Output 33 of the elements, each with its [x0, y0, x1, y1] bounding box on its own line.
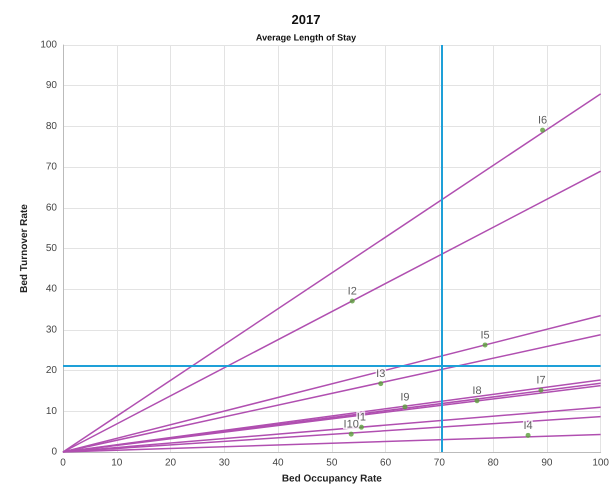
x-tick-label: 90	[541, 458, 553, 468]
y-tick-label: 20	[46, 365, 58, 376]
y-tick-label: 70	[46, 162, 58, 173]
annotation: I5	[480, 329, 490, 342]
x-tick-label: 80	[488, 458, 500, 468]
annotation: I4	[523, 420, 533, 432]
x-tick-label: 50	[326, 458, 338, 468]
annotation: I2	[348, 286, 357, 298]
y-tick-label: 100	[40, 40, 58, 50]
y-tick-label: 60	[46, 202, 58, 214]
y-tick-label: 80	[46, 120, 58, 132]
x-tick-label: 10	[111, 458, 123, 468]
annotation: I6	[538, 114, 548, 127]
y-tick-label: 0	[51, 446, 58, 458]
x-tick-label: 60	[380, 458, 392, 468]
x-tick-label: 30	[218, 458, 230, 468]
y-tick-label: 10	[46, 406, 58, 417]
x-tick-label: 100	[592, 458, 610, 468]
x-tick-label: 70	[434, 458, 446, 468]
y-tick-label: 50	[46, 243, 58, 254]
x-axis-title: Bed Occupancy Rate	[282, 474, 382, 484]
chart-title: 2017	[292, 12, 320, 27]
x-tick-label: 20	[164, 458, 177, 468]
y-tick-label: 90	[46, 80, 58, 92]
annotation: I9	[400, 391, 410, 404]
annotation: I8	[472, 385, 482, 398]
annotation: I7	[536, 374, 546, 387]
x-tick-label: 40	[272, 458, 284, 468]
x-tick-label: 0	[60, 458, 66, 468]
y-axis-title: Bed Turnover Rate	[18, 204, 30, 293]
chart-subtitle: Average Length of Stay	[256, 32, 356, 42]
y-tick-label: 30	[46, 324, 58, 336]
y-tick-label: 40	[46, 284, 58, 295]
